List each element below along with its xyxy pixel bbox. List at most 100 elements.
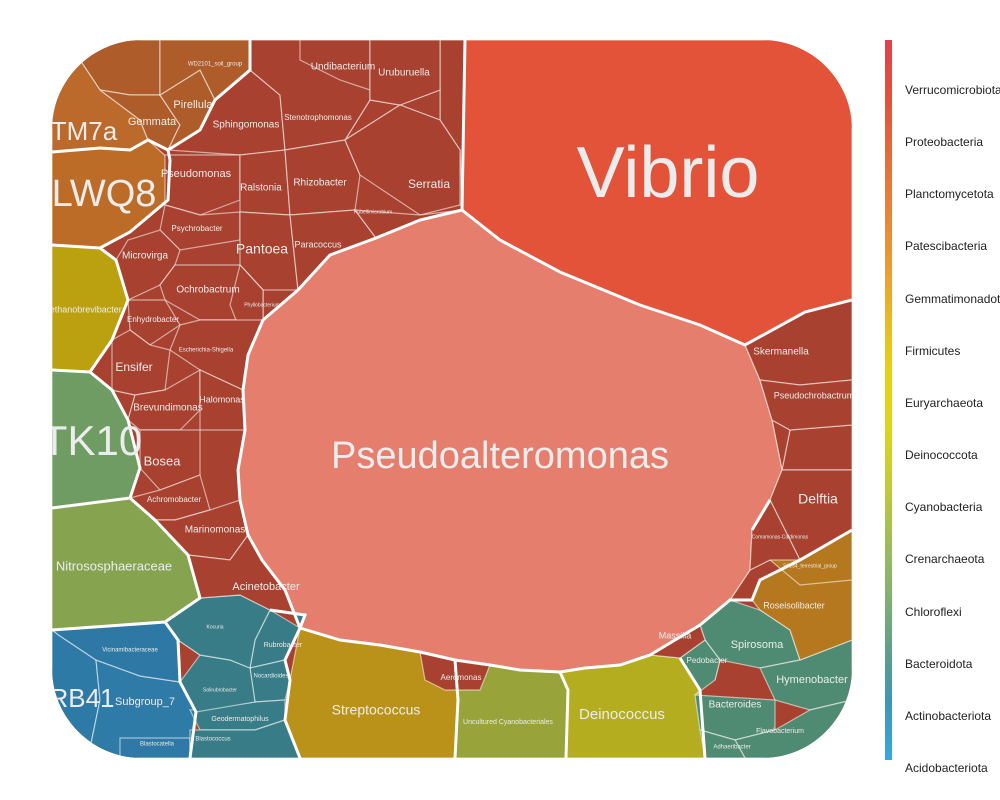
- legend-item-chloroflexi: Chloroflexi: [905, 604, 962, 619]
- treemap-label-lwq8: LWQ8: [52, 173, 157, 215]
- legend-item-bacteroidota: Bacteroidota: [905, 656, 973, 671]
- phylum-boundary: [269, 608, 308, 758]
- phylum-boundary: [52, 40, 252, 154]
- legend-item-gemmatimonadota: Gemmatimonadota: [905, 291, 1000, 306]
- treemap-label-adhaeribacter: Adhaeribacter: [713, 745, 750, 751]
- treemap-cell-serratia: [344, 104, 461, 216]
- treemap-cell-unlabeled: [781, 424, 852, 471]
- phylum-boundary: [750, 499, 772, 531]
- legend-item-patescibacteria: Patescibacteria: [905, 239, 988, 254]
- treemap-label-wd2101-soil-group: WD2101_soil_group: [188, 62, 243, 68]
- treemap-cell-enhydrobacter: [127, 299, 181, 346]
- treemap-label-pedobacter: Pedobacter: [687, 656, 728, 665]
- legend-item-verrucomicrobiota: Verrucomicrobiota: [905, 83, 1000, 97]
- treemap-label-kocuria: Kocuria: [207, 624, 224, 630]
- treemap-label-bosea: Bosea: [144, 453, 182, 468]
- legend-item-deinococcota: Deinococcota: [905, 448, 978, 463]
- treemap-label-blastococcus: Blastococcus: [195, 737, 230, 743]
- treemap-label-halomonas: Halomonas: [199, 394, 245, 404]
- legend-item-firmicutes: Firmicutes: [905, 343, 961, 358]
- treemap-label-comamonas-caldimonas: Comamonas-Caldimonas: [752, 534, 809, 540]
- treemap-cell-pseudomonas: [164, 154, 241, 216]
- legend-item-proteobacteria: Proteobacteria: [905, 135, 984, 150]
- treemap-label-tk10: TK10: [42, 417, 142, 464]
- phylum-boundary: [299, 528, 852, 674]
- treemap-cell-uruburuella: [369, 40, 441, 106]
- treemap-label-aeromonas: Aeromonas: [441, 673, 482, 682]
- treemap-label-ralstonia: Ralstonia: [240, 183, 282, 194]
- treemap-label-delftia: Delftia: [798, 491, 838, 507]
- treemap-label-skermanella: Skermanella: [753, 347, 809, 358]
- treemap-label-pseudomonas: Pseudomonas: [161, 168, 232, 180]
- treemap-label-geodermatophilus: Geodermatophilus: [211, 716, 269, 723]
- treemap-label-subgroup-7: Subgroup_7: [115, 696, 175, 708]
- treemap-label-gemmata: Gemmata: [128, 116, 177, 128]
- treemap-label-deinococcus: Deinococcus: [579, 706, 665, 723]
- treemap-cell-rhizobacter: [284, 139, 361, 216]
- legend-item-actinobacteriota: Actinobacteriota: [905, 708, 992, 723]
- treemap-label-rhizobacter: Rhizobacter: [293, 178, 347, 189]
- treemap-label-psychrobacter: Psychrobacter: [171, 224, 222, 233]
- treemap-label-sphingomonas: Sphingomonas: [213, 120, 280, 131]
- treemap-label-acinetobacter: Acinetobacter: [232, 581, 300, 593]
- legend-item-planctomycetota: Planctomycetota: [905, 187, 994, 202]
- treemap-cell-microvirga: [115, 229, 181, 301]
- treemap-label-ochrobactrum: Ochrobactrum: [176, 285, 239, 296]
- treemap-label-nitrososphaeraceae: Nitrososphaeraceae: [56, 558, 172, 573]
- voronoi-treemap: Vibrio Pseudoalteromonas TM7a LWQ8 Methanobr…: [42, 40, 855, 758]
- treemap-label-pantoea: Pantoea: [236, 241, 288, 257]
- treemap-label-serratia: Serratia: [408, 177, 450, 191]
- phylum-boundary: [52, 149, 172, 250]
- treemap-label-escherichia-shigella: Escherichia-Shigella: [179, 348, 234, 354]
- treemap-cell-pseudochrobactrum: [759, 379, 852, 431]
- phylum-boundary: [453, 659, 460, 758]
- treemap-label-solirubrobacter: Solirubrobacter: [203, 687, 237, 693]
- legend-item-euryarchaeota: Euryarchaeota: [905, 395, 984, 410]
- phylum-boundary: [558, 671, 570, 758]
- phylum-boundary: [52, 370, 142, 510]
- treemap-label-undibacterium: Undibacterium: [311, 62, 375, 73]
- treemap-label-paracoccus: Paracoccus: [294, 239, 342, 249]
- treemap-cell-nocardioides: [249, 659, 291, 703]
- treemap-label-phyllobacterium: Phyllobacterium: [244, 302, 280, 308]
- treemap-label-streptococcus: Streptococcus: [332, 702, 421, 718]
- legend-color-bar: [885, 40, 892, 760]
- treemap-cell-ensifer: [111, 329, 171, 396]
- phylum-boundary: [52, 496, 202, 632]
- phylum-boundary: [236, 208, 463, 629]
- treemap-label-microvirga: Microvirga: [122, 251, 169, 262]
- treemap-label-rb41: RB41: [49, 683, 114, 713]
- treemap-label-pseudoalteromonas: Pseudoalteromonas: [331, 435, 669, 477]
- treemap-cell-halomonas: [199, 369, 246, 431]
- treemap-label-roseisolibacter: Roseisolibacter: [763, 600, 825, 610]
- legend-item-crenarchaeota: Crenarchaeota: [905, 552, 985, 567]
- treemap-label-tm7a: TM7a: [51, 116, 118, 146]
- treemap-label-methanobrevibacter: Methanobrevibacter: [42, 304, 122, 314]
- treemap-label-spirosoma: Spirosoma: [731, 639, 784, 651]
- phylum-boundary: [52, 246, 130, 374]
- treemap-label-rubrobacter: Rubrobacter: [264, 642, 303, 649]
- legend: Verrucomicrobiota Proteobacteria Planctomy…: [880, 40, 1000, 775]
- treemap-label-rubellimicrobium: Rubellimicrobium: [354, 209, 392, 215]
- legend-item-cyanobacteria: Cyanobacteria: [905, 500, 983, 515]
- phylum-boundary: [678, 657, 707, 758]
- treemap-label-flavobacterium: Flavobacterium: [756, 728, 804, 735]
- phylum-boundary: [460, 40, 852, 347]
- treemap-label-nocardioides: Nocardioides: [253, 674, 288, 680]
- legend-item-acidobacteriota: Acidobacteriota: [905, 761, 988, 775]
- treemap-label-vicinamibacteraceae: Vicinamibacteraceae: [102, 648, 158, 654]
- treemap-label-s0134-terrestrial-group: S0134_terrestrial_group: [783, 563, 837, 569]
- treemap-label-pirellula: Pirellula: [173, 99, 213, 111]
- treemap-label-stenotrophomonas: Stenotrophomonas: [284, 113, 352, 122]
- treemap-label-vibrio: Vibrio: [577, 133, 760, 213]
- treemap-label-hymenobacter: Hymenobacter: [776, 674, 848, 686]
- treemap-label-ensifer: Ensifer: [115, 360, 152, 374]
- treemap-label-uncultured-cyanobacteriales: Uncultured Cyanobacteriales: [463, 719, 553, 726]
- treemap-label-marinomonas: Marinomonas: [185, 525, 246, 536]
- treemap-label-pseudochrobactrum: Pseudochrobactrum: [774, 390, 855, 400]
- treemap-label-uruburuella: Uruburuella: [378, 68, 430, 79]
- treemap-label-blastocatella: Blastocatella: [140, 742, 175, 748]
- treemap-label-achromobacter: Achromobacter: [147, 495, 202, 504]
- treemap-label-massilia: Massilia: [659, 630, 692, 640]
- treemap-label-bacteroides: Bacteroides: [709, 700, 762, 711]
